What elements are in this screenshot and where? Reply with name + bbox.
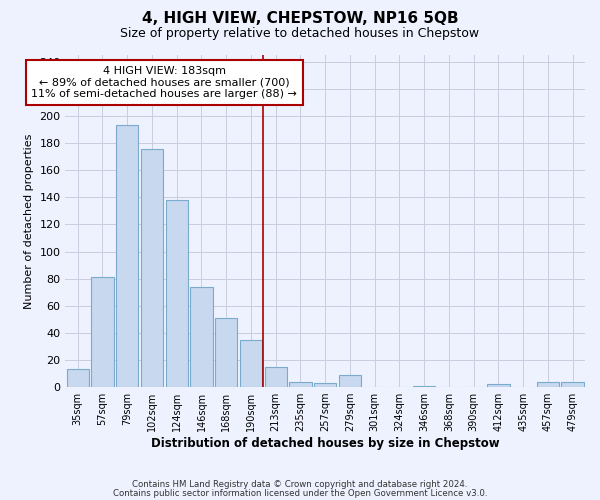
X-axis label: Distribution of detached houses by size in Chepstow: Distribution of detached houses by size … [151, 437, 499, 450]
Text: Size of property relative to detached houses in Chepstow: Size of property relative to detached ho… [121, 28, 479, 40]
Bar [265, 367, 287, 387]
Bar [166, 200, 188, 387]
Bar [537, 382, 559, 387]
Bar [289, 382, 311, 387]
Bar [314, 383, 337, 387]
Bar [91, 278, 113, 387]
Bar [141, 148, 163, 387]
Bar [190, 287, 212, 387]
Bar [116, 126, 139, 387]
Text: 4 HIGH VIEW: 183sqm
← 89% of detached houses are smaller (700)
11% of semi-detac: 4 HIGH VIEW: 183sqm ← 89% of detached ho… [31, 66, 297, 99]
Bar [413, 386, 435, 387]
Y-axis label: Number of detached properties: Number of detached properties [23, 134, 34, 308]
Bar [562, 382, 584, 387]
Bar [339, 375, 361, 387]
Text: Contains public sector information licensed under the Open Government Licence v3: Contains public sector information licen… [113, 488, 487, 498]
Bar [215, 318, 238, 387]
Text: Contains HM Land Registry data © Crown copyright and database right 2024.: Contains HM Land Registry data © Crown c… [132, 480, 468, 489]
Bar [487, 384, 509, 387]
Bar [240, 340, 262, 387]
Text: 4, HIGH VIEW, CHEPSTOW, NP16 5QB: 4, HIGH VIEW, CHEPSTOW, NP16 5QB [142, 11, 458, 26]
Bar [67, 370, 89, 387]
